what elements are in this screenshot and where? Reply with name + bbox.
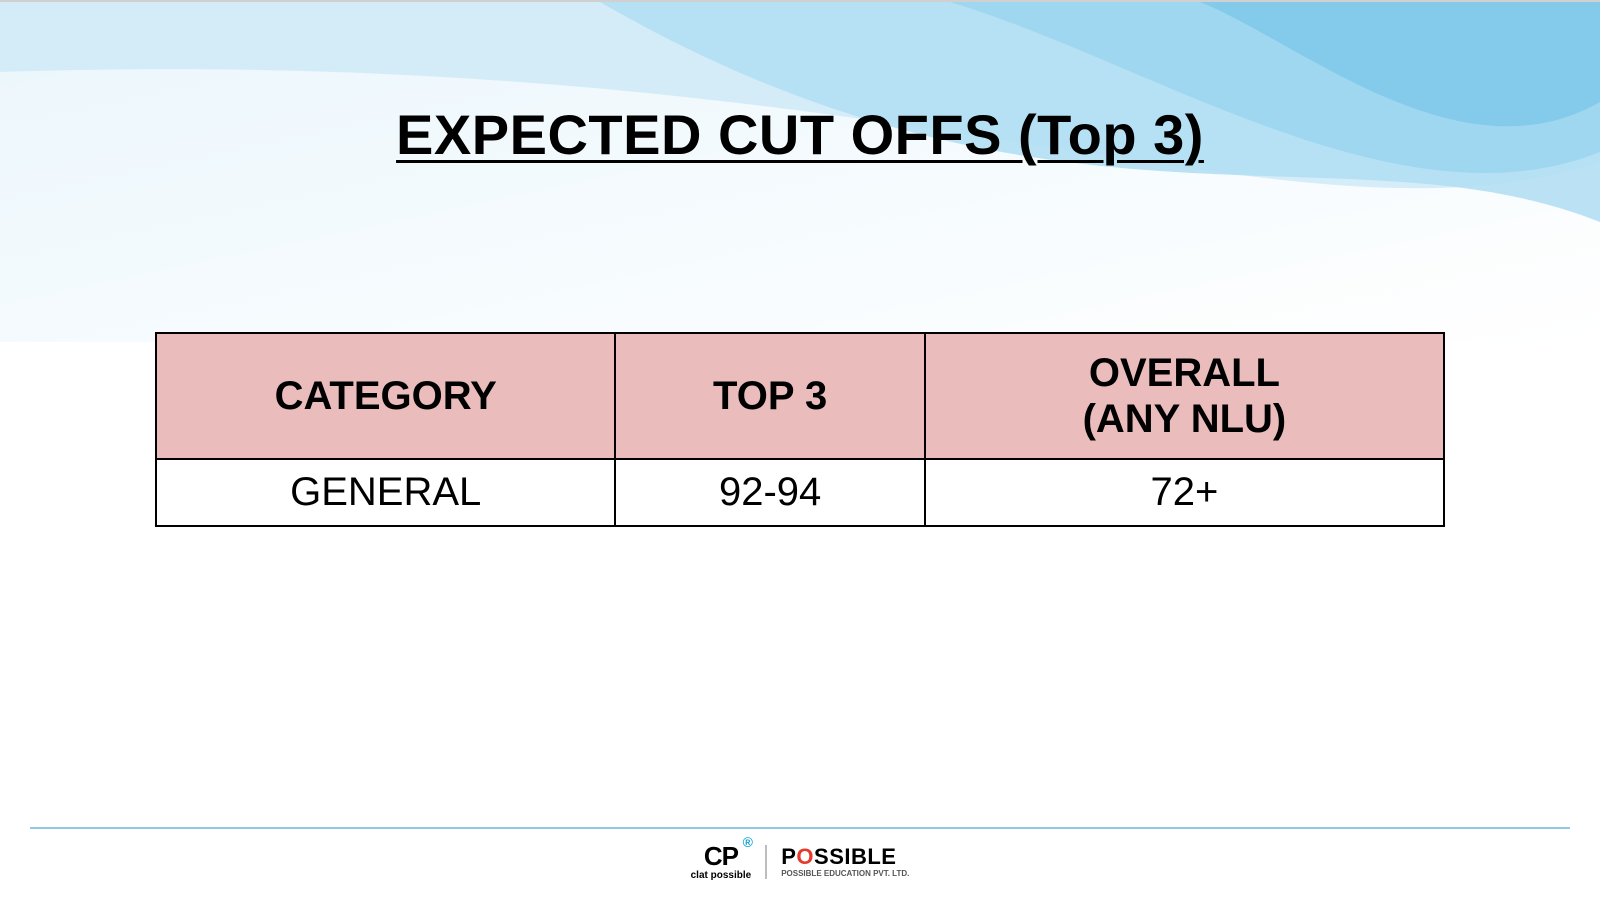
page-title: EXPECTED CUT OFFS (Top 3) [0, 102, 1600, 167]
cell-top3: 92-94 [615, 459, 924, 526]
footer-logos: CP ® clat possible POSSIBLE POSSIBLE EDU… [0, 843, 1600, 881]
logo-cp-text: CP [704, 841, 738, 871]
footer-divider [30, 827, 1570, 829]
logo-cp-main: CP ® [704, 843, 738, 869]
cell-overall: 72+ [925, 459, 1444, 526]
col-header-overall: OVERALL(ANY NLU) [925, 333, 1444, 459]
logo-clat-possible: CP ® clat possible [691, 843, 752, 881]
logo-possible: POSSIBLE POSSIBLE EDUCATION PVT. LTD. [781, 846, 909, 878]
table-row: GENERAL 92-94 72+ [156, 459, 1444, 526]
col-header-top3: TOP 3 [615, 333, 924, 459]
cell-category: GENERAL [156, 459, 615, 526]
logo-cp-reg: ® [743, 835, 752, 849]
cutoffs-table: CATEGORY TOP 3 OVERALL(ANY NLU) GENERAL … [155, 332, 1445, 527]
table-header-row: CATEGORY TOP 3 OVERALL(ANY NLU) [156, 333, 1444, 459]
col-header-category: CATEGORY [156, 333, 615, 459]
logo-possible-o: O [796, 844, 814, 869]
slide: EXPECTED CUT OFFS (Top 3) CATEGORY TOP 3… [0, 0, 1600, 899]
logo-possible-main: POSSIBLE [781, 846, 896, 868]
background-wave [0, 2, 1600, 342]
logo-possible-pre: P [781, 844, 796, 869]
logo-cp-sub: clat possible [691, 871, 752, 881]
logo-possible-sub: POSSIBLE EDUCATION PVT. LTD. [781, 870, 909, 878]
logo-possible-post: SSIBLE [814, 844, 896, 869]
cutoffs-table-wrap: CATEGORY TOP 3 OVERALL(ANY NLU) GENERAL … [155, 332, 1445, 527]
logo-separator [765, 845, 767, 879]
